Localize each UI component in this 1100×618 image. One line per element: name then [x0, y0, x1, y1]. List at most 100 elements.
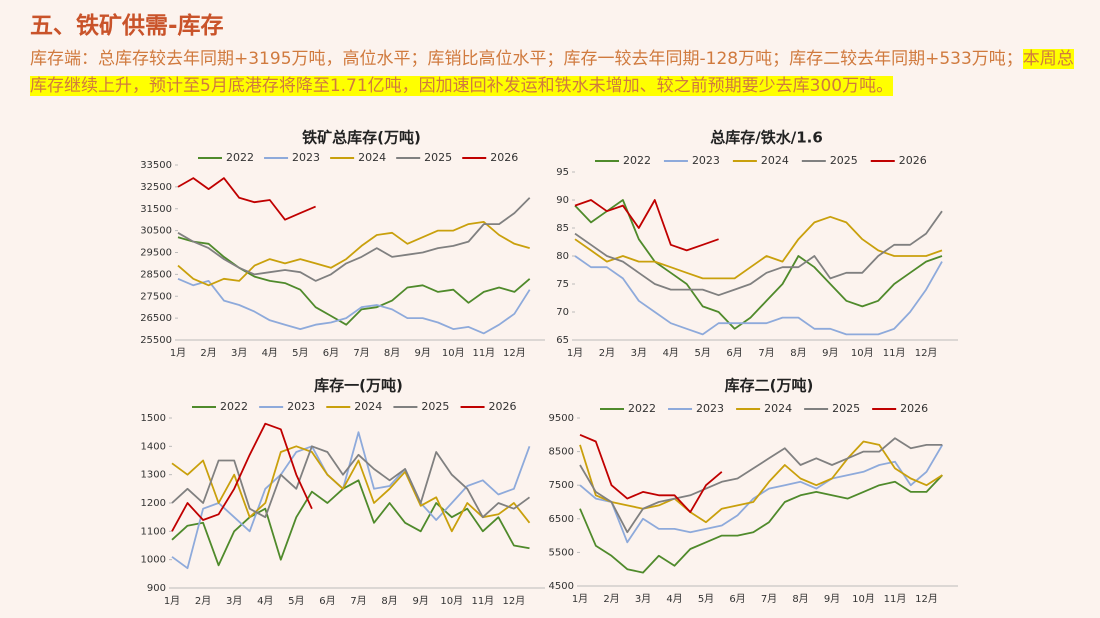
x-tick-label: 3月: [231, 347, 247, 359]
x-tick-label: 11月: [471, 595, 494, 607]
legend-label: 2023: [692, 154, 720, 167]
y-tick-label: 8500: [549, 447, 574, 458]
y-tick-label: 32500: [140, 182, 172, 193]
x-tick-label: 7月: [761, 593, 777, 605]
x-tick-label: 9月: [824, 593, 840, 605]
x-tick-label: 6月: [323, 347, 339, 359]
y-tick-label: 28500: [140, 269, 172, 280]
legend-label: 2026: [490, 151, 518, 164]
x-tick-label: 10月: [442, 347, 465, 359]
series-line: [579, 440, 943, 524]
y-tick-label: 80: [556, 251, 569, 262]
y-tick-label: 27500: [140, 291, 172, 302]
legend-label: 2026: [900, 402, 928, 415]
x-tick-label: 1月: [567, 347, 583, 359]
series-line: [579, 444, 944, 544]
series-line: [177, 177, 316, 221]
y-tick-label: 26500: [140, 313, 172, 324]
x-tick-label: 2月: [200, 347, 216, 359]
series-line: [171, 431, 531, 570]
legend-label: 2022: [226, 151, 254, 164]
x-tick-label: 3月: [226, 595, 242, 607]
x-tick-label: 5月: [698, 593, 714, 605]
x-tick-label: 11月: [883, 347, 906, 359]
series-line: [574, 215, 943, 280]
legend-label: 2026: [899, 154, 927, 167]
y-tick-label: 95: [556, 167, 569, 178]
legend-label: 2024: [358, 151, 386, 164]
y-tick-label: 29500: [140, 248, 172, 259]
x-tick-label: 7月: [758, 347, 774, 359]
legend-label: 2023: [292, 151, 320, 164]
x-tick-label: 3月: [631, 347, 647, 359]
x-tick-label: 8月: [792, 593, 808, 605]
series-line: [177, 221, 530, 287]
series-line: [171, 445, 531, 519]
y-tick-label: 900: [147, 583, 166, 594]
x-tick-label: 1月: [170, 347, 186, 359]
x-tick-label: 10月: [440, 595, 463, 607]
legend-label: 2024: [764, 402, 792, 415]
x-tick-label: 4月: [663, 347, 679, 359]
series-line: [574, 199, 943, 330]
x-tick-label: 6月: [729, 593, 745, 605]
x-tick-label: 12月: [915, 347, 938, 359]
summary-text: 库存端：总库存较去年同期+3195万吨，高位水平；库销比高位水平；库存一较去年同…: [30, 46, 1080, 100]
y-tick-label: 90: [556, 195, 569, 206]
series-line: [579, 433, 723, 513]
legend-label: 2025: [424, 151, 452, 164]
y-tick-label: 70: [556, 307, 569, 318]
x-tick-label: 5月: [292, 347, 308, 359]
y-tick-label: 75: [556, 279, 569, 290]
x-tick-label: 1月: [572, 593, 588, 605]
x-tick-label: 3月: [635, 593, 651, 605]
series-line: [177, 277, 531, 335]
legend-label: 2025: [830, 154, 858, 167]
x-tick-label: 11月: [472, 347, 495, 359]
y-tick-label: 1100: [141, 526, 166, 537]
slide-title: 五、铁矿供需-库存: [30, 13, 224, 39]
chart-title: 库存一(万吨): [314, 377, 403, 395]
chart-title: 总库存/铁水/1.6: [710, 129, 823, 147]
x-tick-label: 4月: [666, 593, 682, 605]
y-tick-label: 7500: [549, 480, 574, 491]
y-tick-label: 1300: [141, 470, 166, 481]
x-tick-label: 9月: [414, 347, 430, 359]
x-tick-label: 2月: [603, 593, 619, 605]
x-tick-label: 9月: [412, 595, 428, 607]
legend-label: 2022: [623, 154, 651, 167]
x-tick-label: 10月: [851, 347, 874, 359]
y-tick-label: 1000: [141, 555, 166, 566]
x-tick-label: 2月: [195, 595, 211, 607]
legend-label: 2023: [287, 400, 315, 413]
x-tick-label: 9月: [822, 347, 838, 359]
x-tick-label: 5月: [694, 347, 710, 359]
x-tick-label: 4月: [262, 347, 278, 359]
series-line: [171, 479, 530, 567]
y-tick-label: 31500: [140, 204, 172, 215]
y-tick-label: 65: [556, 335, 569, 346]
summary: 库存端：总库存较去年同期+3195万吨，高位水平；库销比高位水平；库存一较去年同…: [30, 49, 1023, 69]
series-line: [574, 255, 943, 336]
legend-label: 2022: [220, 400, 248, 413]
legend-label: 2026: [489, 400, 517, 413]
x-tick-label: 8月: [384, 347, 400, 359]
y-tick-label: 30500: [140, 226, 172, 237]
y-tick-label: 25500: [140, 335, 172, 346]
x-tick-label: 8月: [381, 595, 397, 607]
series-line: [574, 210, 943, 297]
x-tick-label: 5月: [288, 595, 304, 607]
chart-title: 库存二(万吨): [725, 377, 814, 395]
chart-title: 铁矿总库存(万吨): [302, 129, 421, 147]
x-tick-label: 8月: [790, 347, 806, 359]
x-tick-label: 4月: [257, 595, 273, 607]
x-tick-label: 6月: [319, 595, 335, 607]
x-tick-label: 12月: [503, 347, 526, 359]
x-tick-label: 12月: [915, 593, 938, 605]
x-tick-label: 7月: [350, 595, 366, 607]
legend-label: 2025: [421, 400, 449, 413]
y-tick-label: 4500: [549, 581, 574, 592]
series-line: [171, 445, 531, 533]
y-tick-label: 33500: [140, 160, 172, 171]
